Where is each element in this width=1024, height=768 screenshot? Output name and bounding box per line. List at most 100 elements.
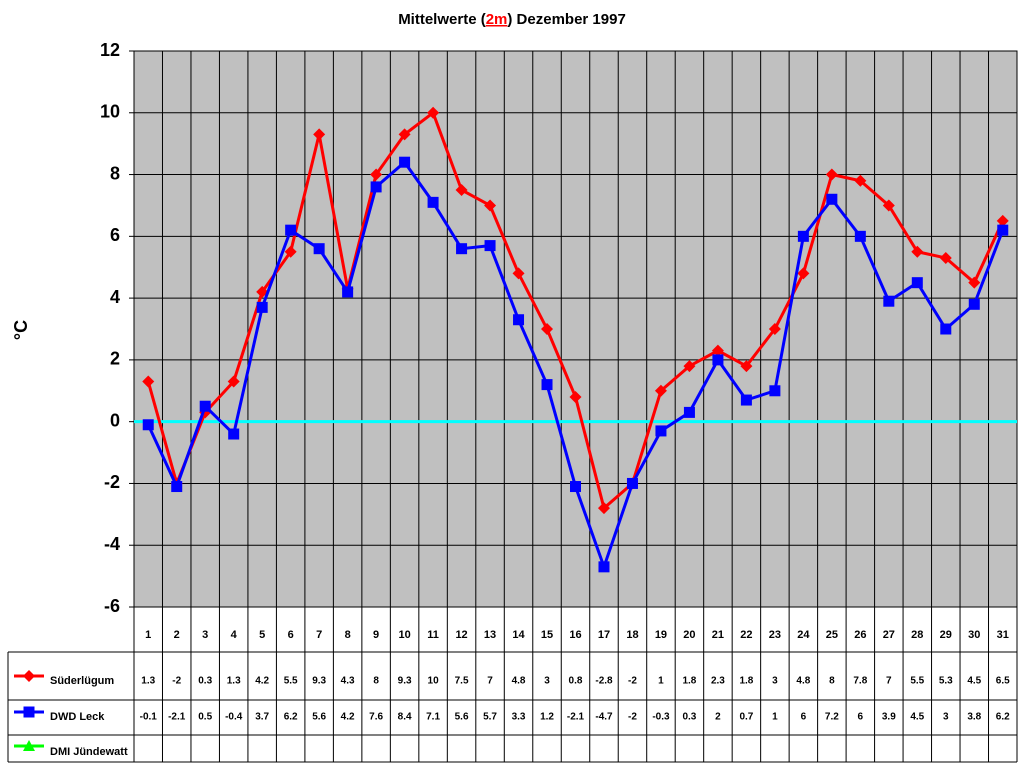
table-value: 8 [373,676,379,687]
marker [626,477,638,489]
x-tick-label: 29 [940,629,952,641]
table-value: 6 [858,712,864,723]
x-tick-label: 5 [259,629,265,641]
x-tick-label: 12 [455,629,467,641]
table-value: -2 [628,676,637,687]
marker [768,323,781,335]
table-value: 7.5 [455,676,469,687]
y-tick-label: -6 [104,596,120,616]
marker [769,385,781,397]
table-value: 5.5 [284,676,298,687]
table-value: 1 [772,712,778,723]
marker [797,267,810,280]
table-value: 1.3 [227,676,241,687]
x-tick-label: 30 [968,629,980,641]
marker [797,230,809,242]
plot-area [133,50,1018,608]
table-value: 2 [715,712,721,723]
table-value: -2.8 [595,676,613,687]
marker [456,243,468,255]
marker [968,298,980,310]
table-value: 0.5 [198,712,212,723]
x-tick-label: 27 [883,629,895,641]
marker [23,706,35,718]
marker [655,425,667,437]
table-value: 0.7 [739,712,753,723]
table-value: 3.9 [882,712,896,723]
marker [940,323,952,335]
legend-label: DMI Jündewatt [50,746,128,758]
x-tick-label: 1 [145,629,151,641]
table-value: 1 [658,676,664,687]
table-value: 9.3 [398,676,412,687]
table-value: 4.3 [341,676,355,687]
marker [597,502,610,515]
table-value: 4.8 [512,676,526,687]
marker [854,230,866,242]
y-axis-label: °C [11,320,31,340]
legend-label: DWD Leck [50,711,105,723]
marker [968,276,981,289]
x-tick-label: 11 [427,629,439,641]
table-value: -2.1 [168,712,186,723]
x-tick-label: 22 [740,629,752,641]
marker [740,360,753,373]
marker [683,360,696,373]
table-value: 1.8 [682,676,696,687]
marker [513,314,525,326]
marker [484,240,496,252]
table-value: 8 [829,676,835,687]
legend-label: Süderlügum [50,675,114,687]
x-tick-label: 17 [598,629,610,641]
marker [570,481,581,493]
marker [199,400,211,412]
y-tick-label: 0 [110,410,120,430]
table-value: 5.7 [483,712,497,723]
marker [911,277,923,289]
table-value: 2.3 [711,676,725,687]
x-tick-label: 23 [769,629,781,641]
marker [256,301,268,313]
table-value: 4.8 [796,676,810,687]
x-tick-label: 13 [484,629,496,641]
chart-title: Mittelwerte (2m) Dezember 1997 [398,11,626,28]
x-tick-label: 9 [373,629,379,641]
table-value: -0.3 [652,712,670,723]
marker [911,245,924,258]
table-value: 1.3 [141,676,155,687]
x-tick-label: 26 [854,629,866,641]
table-value: 3.7 [255,712,269,723]
marker [598,561,610,573]
table-value: 7.1 [426,712,440,723]
table-value: 9.3 [312,676,326,687]
table-value: 8.4 [398,712,412,723]
y-tick-label: -2 [104,472,120,492]
marker [683,406,695,418]
marker [654,384,667,397]
y-tick-label: 2 [110,349,120,369]
y-tick-label: 6 [110,225,120,245]
x-tick-label: 24 [797,629,810,641]
table-value: 4.2 [255,676,269,687]
marker [740,394,752,406]
marker [996,214,1009,227]
marker [427,106,440,119]
x-tick-label: 25 [826,629,838,641]
table-value: 6.2 [284,712,298,723]
table-value: 7 [487,676,493,687]
y-tick-label: 4 [110,287,120,307]
table-value: -2 [172,676,181,687]
table-value: 1.8 [739,676,753,687]
x-tick-label: 10 [398,629,410,641]
table-value: 3 [772,676,778,687]
table-value: -0.1 [140,712,158,723]
marker [883,295,895,307]
marker [997,224,1009,236]
marker [370,181,382,193]
marker [939,251,952,264]
marker [711,344,724,357]
table-value: 0.8 [569,676,583,687]
marker [284,245,297,258]
table-value: -4.7 [595,712,613,723]
